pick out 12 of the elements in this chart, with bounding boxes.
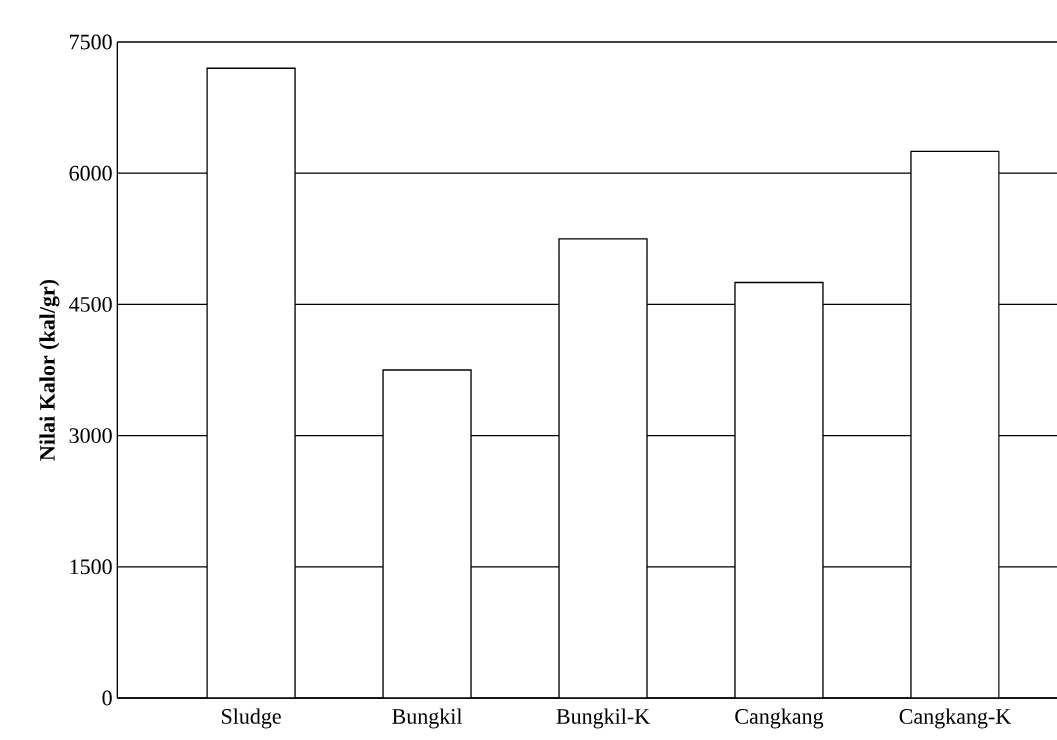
y-tick-label: 7500 xyxy=(70,34,112,50)
y-tick-label: 4500 xyxy=(69,296,112,312)
y-tick-label: 3000 xyxy=(69,428,112,444)
x-tick-label: Bungkil-K xyxy=(556,708,650,729)
x-tick-label: Sludge xyxy=(221,708,281,729)
x-tick-label: Cangkang-K xyxy=(899,708,1011,729)
y-tick-label: 6000 xyxy=(69,165,112,181)
x-tick-label: Cangkang xyxy=(735,708,824,729)
y-tick-label: 1500 xyxy=(70,559,112,575)
y-axis-title: Nilai Kalor (kal/gr) xyxy=(39,279,60,461)
y-tick-label: 0 xyxy=(102,690,112,706)
x-tick-label: Bungkil xyxy=(392,708,463,729)
